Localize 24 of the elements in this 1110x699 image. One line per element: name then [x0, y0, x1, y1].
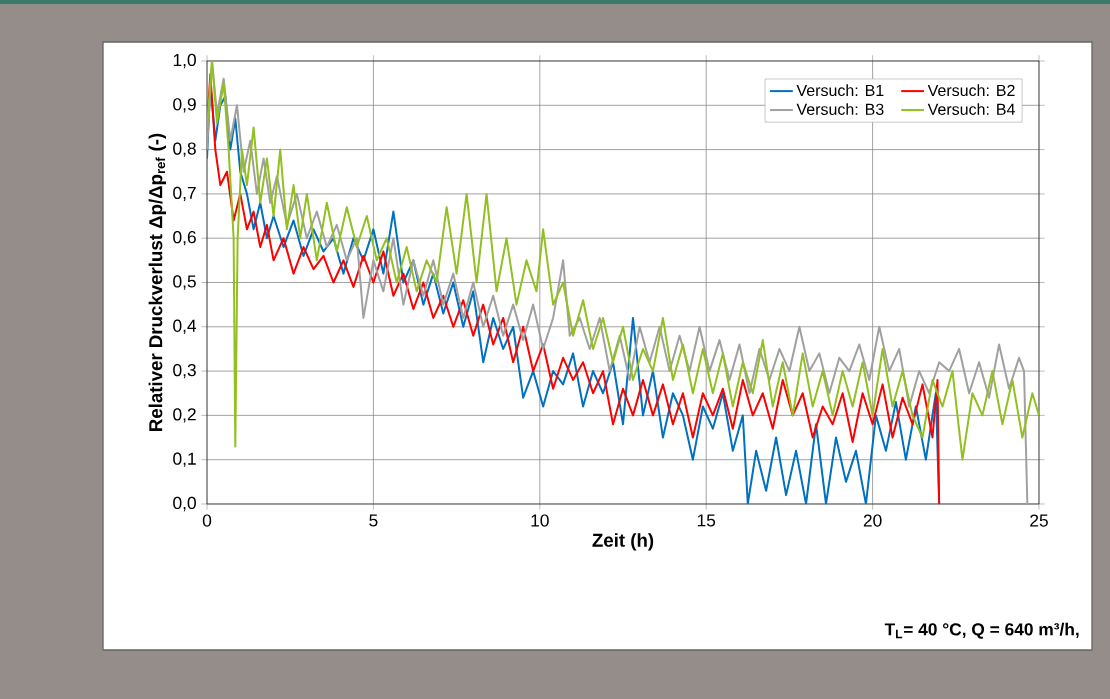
x-tick-label: 15 — [697, 514, 716, 527]
x-tick-label: 10 — [531, 514, 549, 527]
y-tick-label: 0,9 — [173, 98, 196, 113]
legend-label: Versuch: B1 — [796, 84, 884, 97]
x-tick-label: 25 — [1030, 514, 1048, 527]
y-tick-label: 0,0 — [173, 496, 196, 512]
x-axis-title: Zeit (h) — [592, 533, 654, 551]
y-tick-label: 0,3 — [173, 363, 196, 379]
y-tick-label: 0,5 — [173, 275, 196, 290]
y-tick-label: 0,7 — [173, 186, 196, 202]
text: T$_{L}$= 40 °C, Q = 640 m³/h, — [884, 622, 1079, 639]
legend-label: Versuch: B3 — [796, 103, 884, 115]
y-tick-label: 0,6 — [173, 231, 196, 246]
y-tick-label: 0,1 — [173, 452, 196, 467]
y-tick-label: 1,0 — [173, 53, 196, 69]
x-tick-label: 0 — [202, 514, 212, 527]
x-tick-label: 5 — [369, 514, 378, 527]
y-tick-label: 0,2 — [173, 408, 196, 423]
y-tick-label: 0,8 — [173, 142, 196, 157]
y-tick-label: 0,4 — [173, 319, 197, 334]
legend-label: Versuch: B4 — [927, 103, 1015, 115]
x-tick-label: 20 — [863, 514, 882, 527]
legend-label: Versuch: B2 — [927, 84, 1015, 97]
y-axis-title: Relativer Druckverlust Δp/Δp$_{ref}$ (-) — [148, 133, 167, 431]
